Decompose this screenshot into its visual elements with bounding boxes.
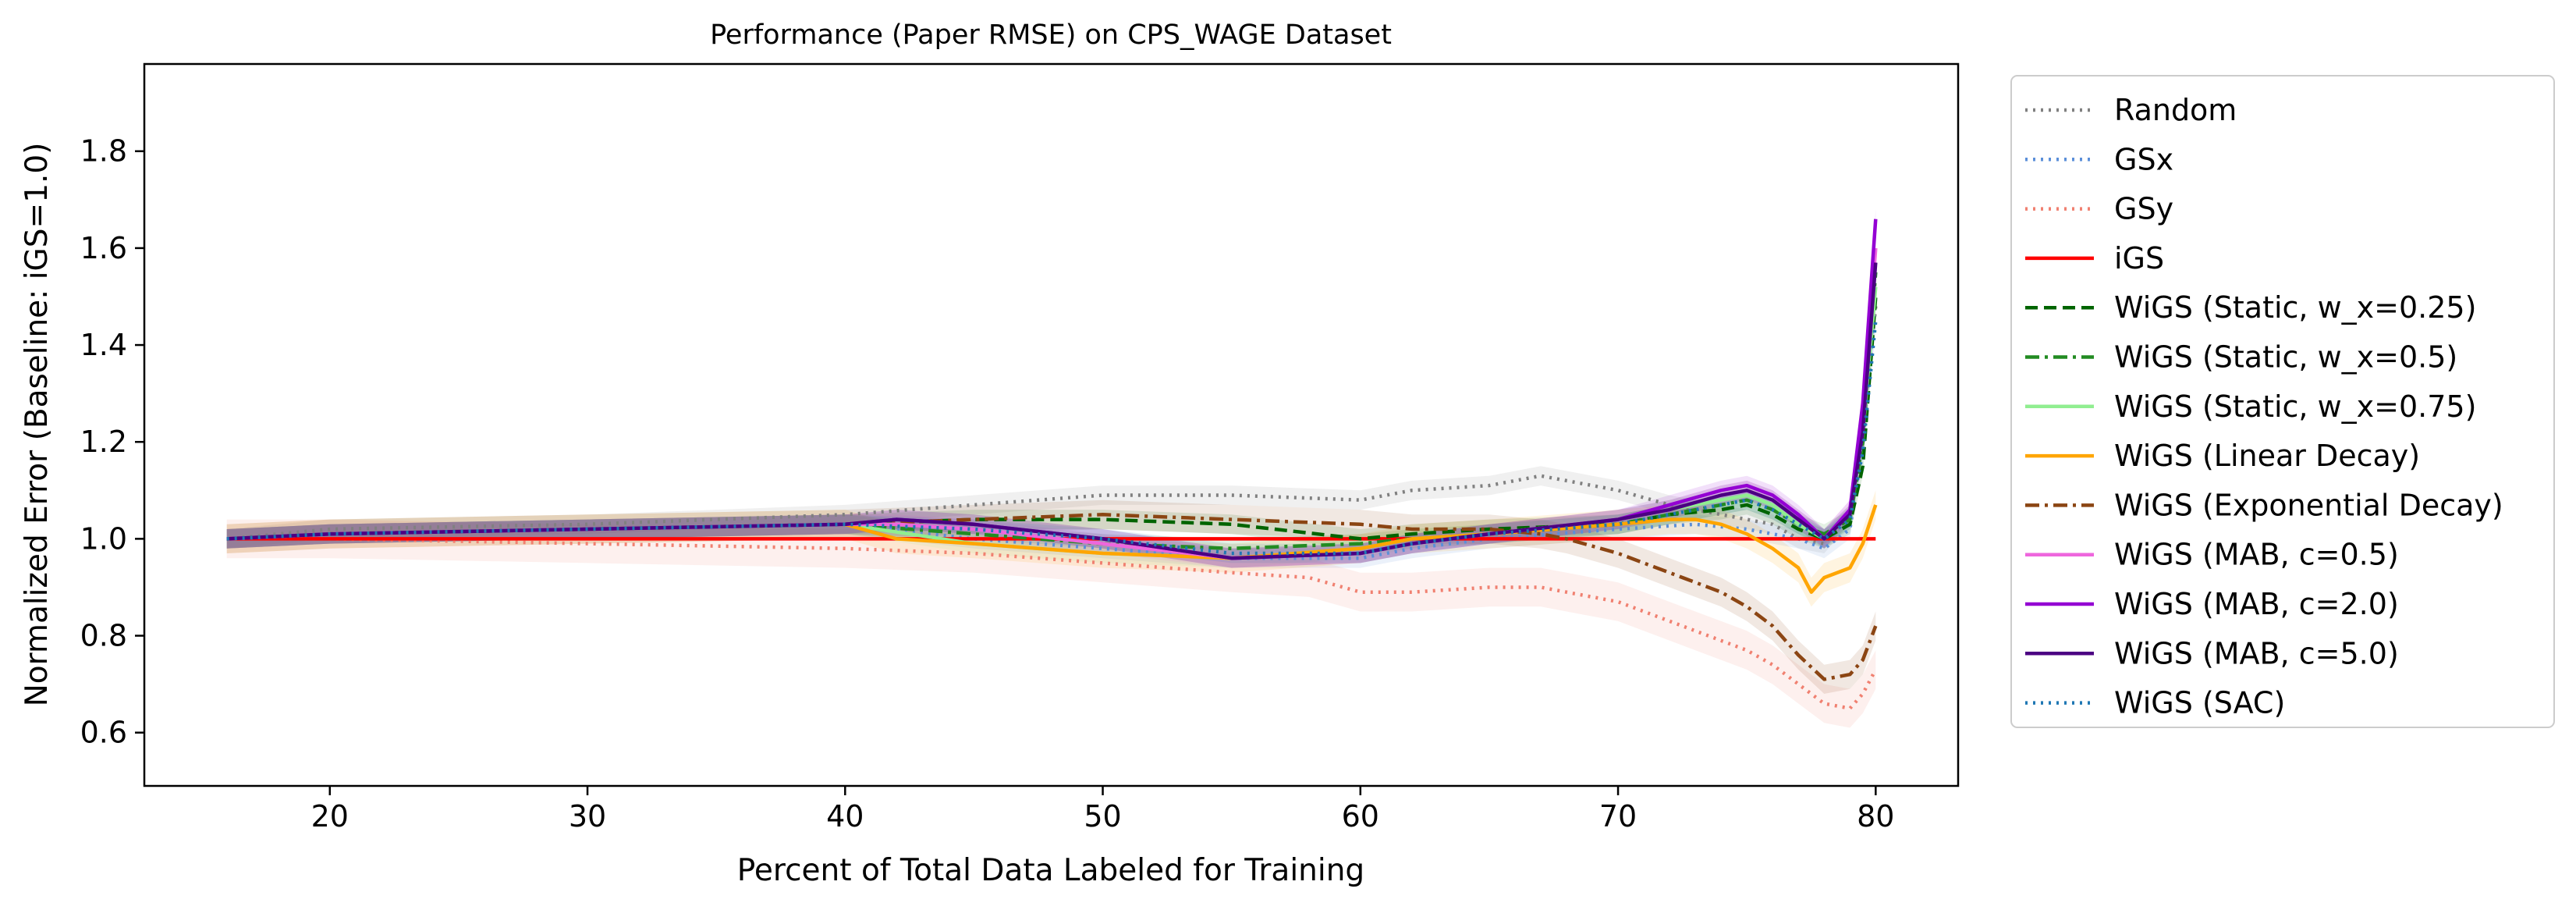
y-tick-label: 1.2 xyxy=(80,425,127,459)
legend-label-random: Random xyxy=(2114,93,2237,127)
y-tick-label: 1.0 xyxy=(80,521,127,556)
series-lines xyxy=(226,219,1878,710)
legend-label-igs: iGS xyxy=(2114,241,2164,275)
legend-label-wigs-mab-c-2-0: WiGS (MAB, c=2.0) xyxy=(2114,587,2399,621)
band-wigs-mab-c-5-0 xyxy=(226,253,1876,568)
x-tick-label: 60 xyxy=(1342,799,1379,834)
legend-frame xyxy=(2010,75,2555,728)
series-line-wigs-sac xyxy=(226,320,1878,556)
band-gsy xyxy=(226,519,1876,728)
legend-label-gsx: GSx xyxy=(2114,142,2173,176)
legend-label-wigs-static-w-x-0-75: WiGS (Static, w_x=0.75) xyxy=(2114,389,2476,424)
y-tick-label: 1.4 xyxy=(80,328,127,362)
x-tick-label: 70 xyxy=(1599,799,1637,834)
plot-area-frame xyxy=(143,62,1960,787)
legend-label-wigs-static-w-x-0-25: WiGS (Static, w_x=0.25) xyxy=(2114,290,2476,325)
chart-title: Performance (Paper RMSE) on CPS_WAGE Dat… xyxy=(710,20,1392,51)
x-tick-label: 50 xyxy=(1084,799,1121,834)
y-axis-ticks: 0.6 0.8 1.0 1.2 1.4 1.6 1.8 xyxy=(80,134,144,750)
legend: Random GSx GSy iGS WiGS (Static, w_x=0.25) Wi… xyxy=(2010,75,2555,728)
series-line-gsx xyxy=(226,296,1878,560)
y-tick-label: 1.6 xyxy=(80,231,127,265)
band-wigs-mab-c-0-5 xyxy=(226,238,1876,568)
confidence-bands xyxy=(226,209,1876,728)
legend-label-wigs-mab-c-5-0: WiGS (MAB, c=5.0) xyxy=(2114,636,2399,670)
legend-label-wigs-mab-c-0-5: WiGS (MAB, c=0.5) xyxy=(2114,538,2399,572)
band-wigs-exponential-decay xyxy=(226,499,1876,694)
x-axis-label: Percent of Total Data Labeled for Traini… xyxy=(737,853,1364,888)
y-axis-label: Normalized Error (Baseline: iGS=1.0) xyxy=(20,143,55,707)
x-tick-label: 40 xyxy=(826,799,864,834)
legend-label-wigs-linear-decay: WiGS (Linear Decay) xyxy=(2114,439,2420,473)
y-tick-label: 0.8 xyxy=(80,619,127,653)
y-tick-label: 1.8 xyxy=(80,134,127,169)
x-tick-label: 20 xyxy=(311,799,349,834)
x-tick-label: 30 xyxy=(569,799,606,834)
y-tick-label: 0.6 xyxy=(80,716,127,750)
series-line-wigs-linear-decay xyxy=(226,504,1878,594)
band-random xyxy=(226,297,1876,553)
legend-label-gsy: GSy xyxy=(2114,192,2173,226)
series-line-random xyxy=(226,306,1878,546)
legend-label-wigs-static-w-x-0-5: WiGS (Static, w_x=0.5) xyxy=(2114,340,2457,375)
series-line-gsy xyxy=(226,537,1878,710)
x-axis-ticks: 20 30 40 50 60 70 80 xyxy=(311,786,1894,834)
legend-label-wigs-sac: WiGS (SAC) xyxy=(2114,686,2285,720)
legend-label-wigs-exponential-decay: WiGS (Exponential Decay) xyxy=(2114,488,2503,522)
x-tick-label: 80 xyxy=(1857,799,1894,834)
